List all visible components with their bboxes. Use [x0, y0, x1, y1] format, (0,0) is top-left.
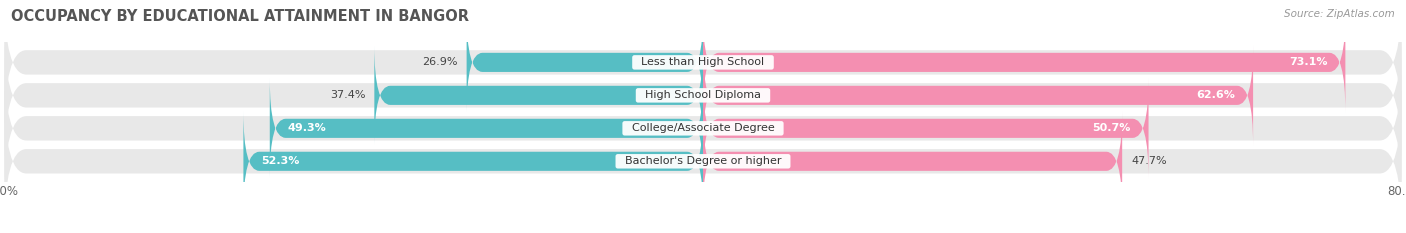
FancyBboxPatch shape — [703, 112, 1122, 211]
Text: 73.1%: 73.1% — [1289, 57, 1327, 67]
FancyBboxPatch shape — [703, 46, 1253, 145]
Text: Bachelor's Degree or higher: Bachelor's Degree or higher — [617, 156, 789, 166]
FancyBboxPatch shape — [703, 79, 1149, 178]
FancyBboxPatch shape — [4, 25, 1402, 166]
Text: Source: ZipAtlas.com: Source: ZipAtlas.com — [1284, 9, 1395, 19]
Text: 37.4%: 37.4% — [330, 90, 366, 100]
Text: 49.3%: 49.3% — [287, 123, 326, 133]
Text: 47.7%: 47.7% — [1130, 156, 1167, 166]
FancyBboxPatch shape — [374, 46, 703, 145]
Text: 50.7%: 50.7% — [1092, 123, 1130, 133]
FancyBboxPatch shape — [703, 13, 1346, 112]
Text: OCCUPANCY BY EDUCATIONAL ATTAINMENT IN BANGOR: OCCUPANCY BY EDUCATIONAL ATTAINMENT IN B… — [11, 9, 470, 24]
Text: Less than High School: Less than High School — [634, 57, 772, 67]
FancyBboxPatch shape — [4, 91, 1402, 232]
FancyBboxPatch shape — [467, 13, 703, 112]
FancyBboxPatch shape — [4, 58, 1402, 199]
Text: High School Diploma: High School Diploma — [638, 90, 768, 100]
FancyBboxPatch shape — [270, 79, 703, 178]
Text: 26.9%: 26.9% — [422, 57, 458, 67]
Text: 62.6%: 62.6% — [1197, 90, 1236, 100]
FancyBboxPatch shape — [243, 112, 703, 211]
Text: 52.3%: 52.3% — [262, 156, 299, 166]
FancyBboxPatch shape — [4, 0, 1402, 133]
Text: College/Associate Degree: College/Associate Degree — [624, 123, 782, 133]
